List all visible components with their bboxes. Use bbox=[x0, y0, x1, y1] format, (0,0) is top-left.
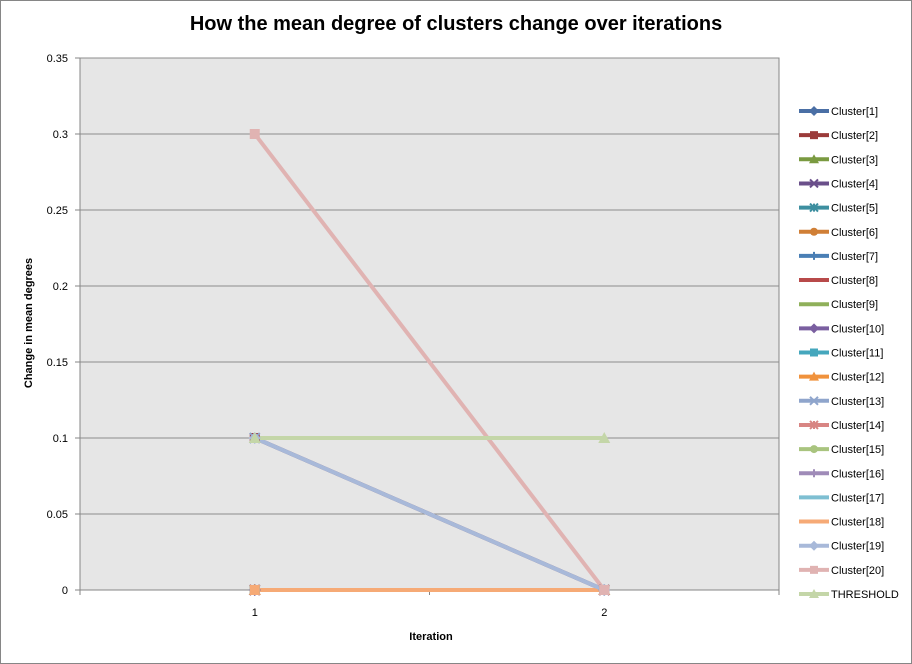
legend-label: Cluster[6] bbox=[831, 227, 878, 239]
legend-marker bbox=[809, 323, 819, 334]
legend-marker bbox=[809, 371, 819, 381]
chart-title: How the mean degree of clusters change o… bbox=[189, 13, 723, 35]
y-tick-label: 0.1 bbox=[53, 433, 68, 445]
legend-marker bbox=[810, 348, 818, 357]
y-tick-label: 0.05 bbox=[47, 509, 68, 521]
y-tick-label: 0.15 bbox=[47, 357, 68, 369]
legend-label: Cluster[3] bbox=[831, 154, 878, 166]
series-lines bbox=[248, 129, 611, 596]
legend-marker bbox=[809, 106, 819, 116]
legend-label: Cluster[20] bbox=[831, 565, 884, 577]
data-point-21 bbox=[248, 432, 261, 443]
legend-label: Cluster[10] bbox=[831, 323, 884, 335]
legend-label: Cluster[18] bbox=[831, 517, 884, 529]
legend-marker bbox=[810, 131, 818, 140]
legend-marker bbox=[809, 202, 819, 213]
x-axis-label: Iteration bbox=[409, 631, 453, 643]
data-point-18 bbox=[249, 585, 260, 595]
y-tick-label: 0.3 bbox=[53, 129, 68, 141]
legend-label: Cluster[11] bbox=[831, 348, 883, 360]
legend-label: Cluster[2] bbox=[831, 130, 878, 142]
legend-label: Cluster[12] bbox=[831, 372, 884, 384]
legend-marker bbox=[809, 589, 819, 598]
y-tick-label: 0.2 bbox=[53, 281, 68, 293]
y-tick-label: 0.35 bbox=[47, 53, 68, 65]
y-tick-label: 0 bbox=[62, 585, 68, 597]
legend-label: Cluster[7] bbox=[831, 251, 878, 263]
x-tick-label: 1 bbox=[252, 607, 258, 619]
legend-marker bbox=[810, 227, 818, 236]
legend-label: THRESHOLD bbox=[831, 589, 899, 601]
data-point-20 bbox=[249, 129, 260, 139]
legend-marker bbox=[809, 396, 819, 406]
legend-marker bbox=[810, 565, 818, 574]
legend-label: Cluster[16] bbox=[831, 468, 884, 480]
legend-marker bbox=[810, 469, 818, 478]
data-point-21 bbox=[598, 432, 611, 443]
legend-label: Cluster[5] bbox=[831, 203, 878, 215]
x-tick-label: 2 bbox=[601, 607, 607, 619]
legend-label: Cluster[1] bbox=[831, 106, 878, 118]
data-point-20 bbox=[599, 585, 610, 595]
legend-marker bbox=[809, 154, 819, 164]
legend-marker bbox=[810, 251, 818, 260]
y-tick-label: 0.25 bbox=[47, 205, 68, 217]
plot-area bbox=[79, 57, 780, 591]
legend-marker bbox=[809, 420, 819, 430]
legend-label: Cluster[14] bbox=[831, 420, 884, 432]
legend-label: Cluster[15] bbox=[831, 444, 884, 456]
series-line-20 bbox=[253, 132, 606, 592]
legend-marker bbox=[809, 178, 819, 189]
legend-label: Cluster[19] bbox=[831, 541, 884, 553]
legend-label: Cluster[17] bbox=[831, 492, 884, 504]
series-line-19 bbox=[253, 436, 606, 592]
legend-label: Cluster[4] bbox=[831, 178, 878, 190]
legend-label: Cluster[9] bbox=[831, 299, 878, 311]
legend-marker bbox=[810, 445, 818, 454]
legend-label: Cluster[8] bbox=[831, 275, 878, 287]
legend-marker bbox=[809, 540, 819, 551]
legend-label: Cluster[13] bbox=[831, 396, 884, 408]
